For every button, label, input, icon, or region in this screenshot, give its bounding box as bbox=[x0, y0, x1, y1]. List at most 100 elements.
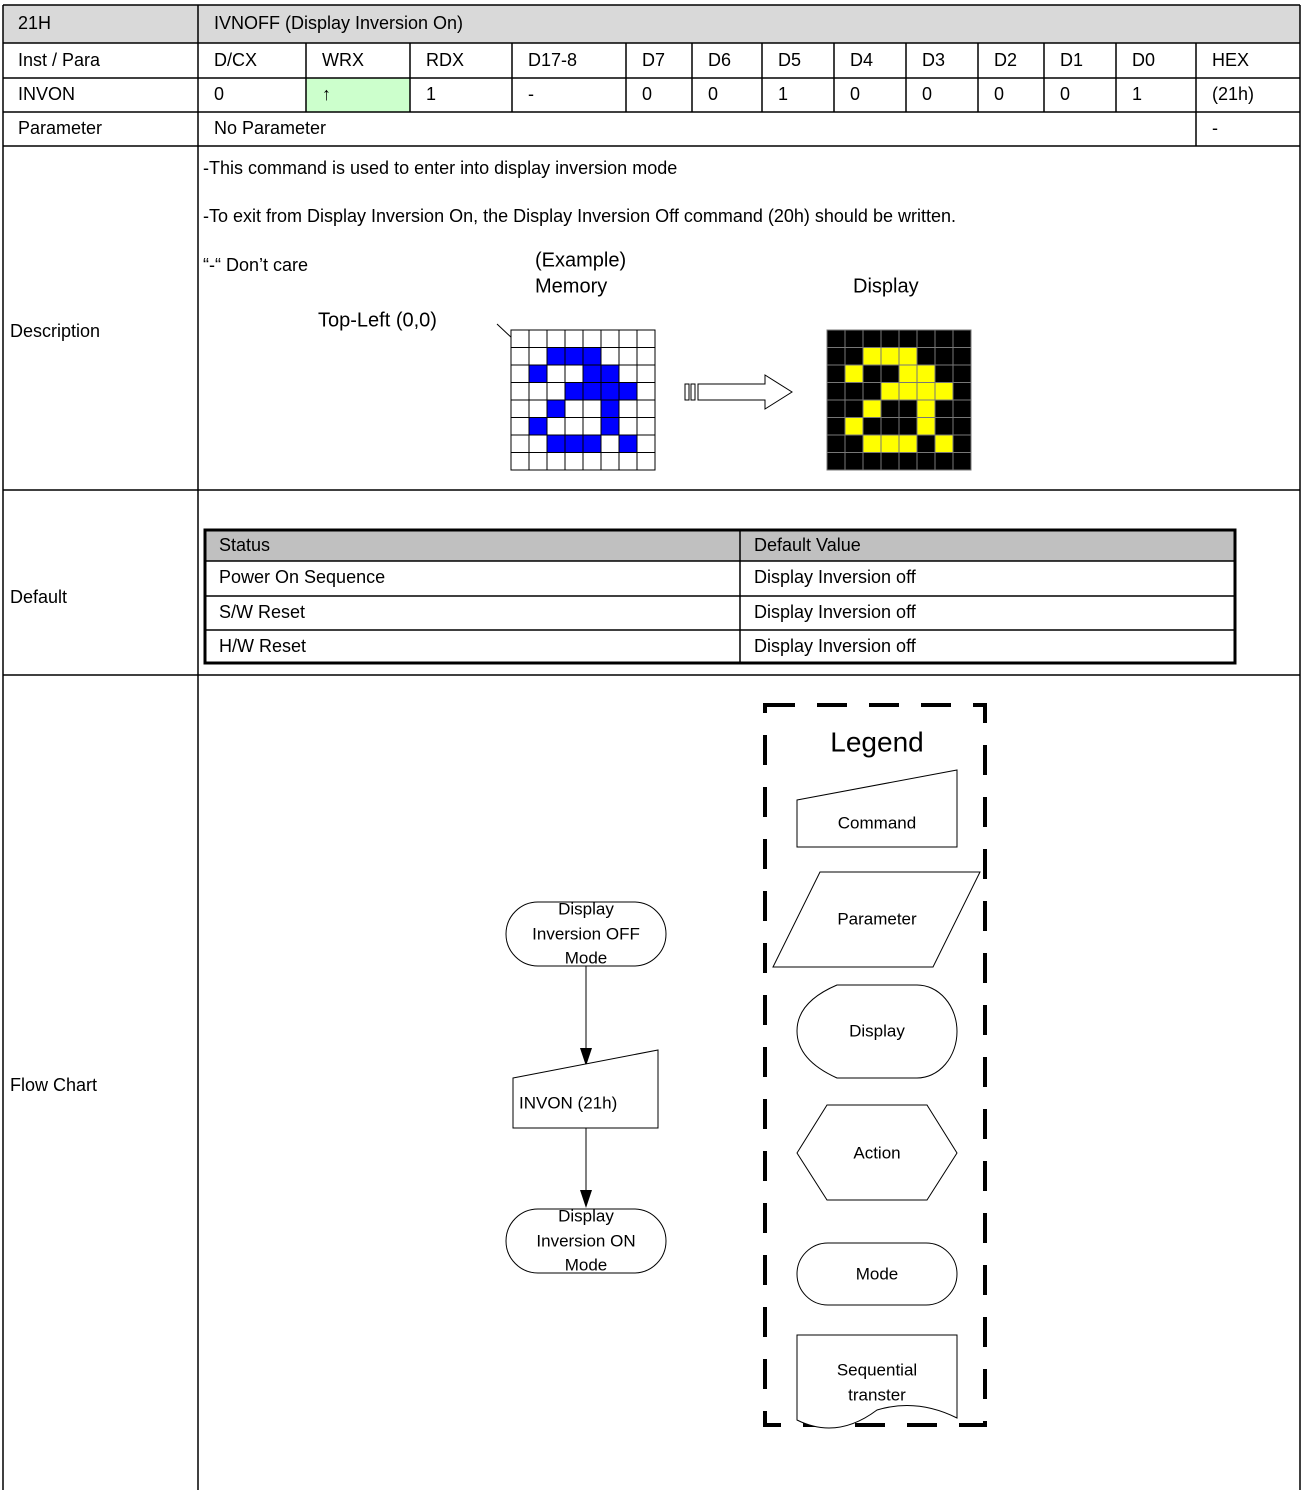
pixel bbox=[898, 347, 918, 366]
pixel bbox=[862, 347, 882, 366]
legend-shapes bbox=[763, 703, 987, 1429]
command-value: (21h) bbox=[1212, 84, 1254, 104]
flow-node: INVON (21h) bbox=[519, 1093, 617, 1112]
command-value: 0 bbox=[214, 84, 224, 104]
flow-node: Display bbox=[558, 899, 614, 918]
pixel bbox=[636, 382, 656, 401]
column-name: D7 bbox=[642, 50, 665, 70]
flow-node: Inversion OFF bbox=[532, 924, 640, 943]
pixel bbox=[582, 382, 602, 401]
column-name: D/CX bbox=[214, 50, 257, 70]
pixel bbox=[934, 434, 954, 453]
default-rows: Power On Sequence Display Inversion off S/… bbox=[219, 567, 917, 656]
default-table bbox=[203, 528, 1237, 665]
pixel bbox=[952, 329, 972, 348]
pixel bbox=[546, 329, 566, 348]
origin-label: Top-Left (0,0) bbox=[318, 309, 437, 331]
pixel bbox=[528, 364, 548, 383]
pixel bbox=[862, 364, 882, 383]
pixel bbox=[952, 399, 972, 418]
pixel bbox=[546, 399, 566, 418]
pixel bbox=[528, 382, 548, 401]
pixel bbox=[880, 417, 900, 436]
pixel bbox=[564, 329, 584, 348]
column-name: HEX bbox=[1212, 50, 1249, 70]
pixel bbox=[528, 417, 548, 436]
pixel bbox=[916, 434, 936, 453]
pixel bbox=[582, 417, 602, 436]
command-value: 1 bbox=[778, 84, 788, 104]
row-label: Default bbox=[10, 587, 67, 607]
legend-item: transter bbox=[848, 1385, 906, 1404]
pixel bbox=[898, 417, 918, 436]
pixel bbox=[546, 382, 566, 401]
pixel bbox=[826, 434, 846, 453]
pixel bbox=[898, 399, 918, 418]
default-status: Power On Sequence bbox=[219, 567, 385, 587]
pixel bbox=[528, 452, 548, 471]
pixel bbox=[934, 364, 954, 383]
command-value: - bbox=[528, 84, 534, 104]
convert-arrow bbox=[684, 374, 793, 410]
parameter-hex: - bbox=[1212, 118, 1218, 138]
pixel bbox=[582, 329, 602, 348]
pixel bbox=[826, 364, 846, 383]
command-value: 0 bbox=[850, 84, 860, 104]
pixel bbox=[510, 364, 530, 383]
command-value: 0 bbox=[1060, 84, 1070, 104]
pixel bbox=[636, 329, 656, 348]
row-label: Description bbox=[10, 321, 100, 341]
wrx-cell-bg bbox=[306, 78, 410, 112]
pixel bbox=[636, 434, 656, 453]
pixel bbox=[564, 452, 584, 471]
pixel bbox=[898, 452, 918, 471]
pixel bbox=[546, 417, 566, 436]
pixel bbox=[582, 452, 602, 471]
column-name: D3 bbox=[922, 50, 945, 70]
pixel bbox=[862, 434, 882, 453]
pixel bbox=[862, 399, 882, 418]
pixel bbox=[636, 347, 656, 366]
default-status: S/W Reset bbox=[219, 602, 305, 622]
column-lines bbox=[305, 43, 1197, 112]
column-name: WRX bbox=[322, 50, 364, 70]
pixel bbox=[916, 329, 936, 348]
default-value: Display Inversion off bbox=[754, 602, 917, 622]
pixel bbox=[618, 434, 638, 453]
pixel bbox=[618, 417, 638, 436]
column-name: D1 bbox=[1060, 50, 1083, 70]
column-name: D2 bbox=[994, 50, 1017, 70]
pixel bbox=[862, 382, 882, 401]
legend-item: Command bbox=[838, 813, 916, 832]
pixel bbox=[618, 399, 638, 418]
flow-node: Mode bbox=[565, 948, 608, 967]
pixel bbox=[862, 452, 882, 471]
column-name: D4 bbox=[850, 50, 873, 70]
pixel bbox=[898, 364, 918, 383]
pixel bbox=[844, 329, 864, 348]
default-value: Display Inversion off bbox=[754, 636, 917, 656]
command-value: ↑ bbox=[322, 84, 331, 104]
pixel bbox=[862, 417, 882, 436]
default-status: H/W Reset bbox=[219, 636, 306, 656]
pixel bbox=[618, 382, 638, 401]
column-name: RDX bbox=[426, 50, 464, 70]
pixel bbox=[564, 347, 584, 366]
display-grid bbox=[826, 329, 972, 471]
pixel bbox=[510, 434, 530, 453]
pixel bbox=[916, 417, 936, 436]
pixel bbox=[880, 399, 900, 418]
pixel bbox=[564, 434, 584, 453]
pixel bbox=[636, 417, 656, 436]
default-header: Default Value bbox=[754, 535, 861, 555]
pixel bbox=[510, 329, 530, 348]
default-header: Status bbox=[219, 535, 270, 555]
pixel bbox=[510, 382, 530, 401]
pixel bbox=[880, 434, 900, 453]
pixel bbox=[916, 347, 936, 366]
memory-grid bbox=[510, 329, 656, 471]
legend-item: Sequential bbox=[837, 1360, 917, 1379]
pixel bbox=[546, 364, 566, 383]
column-name: D5 bbox=[778, 50, 801, 70]
pixel bbox=[898, 434, 918, 453]
